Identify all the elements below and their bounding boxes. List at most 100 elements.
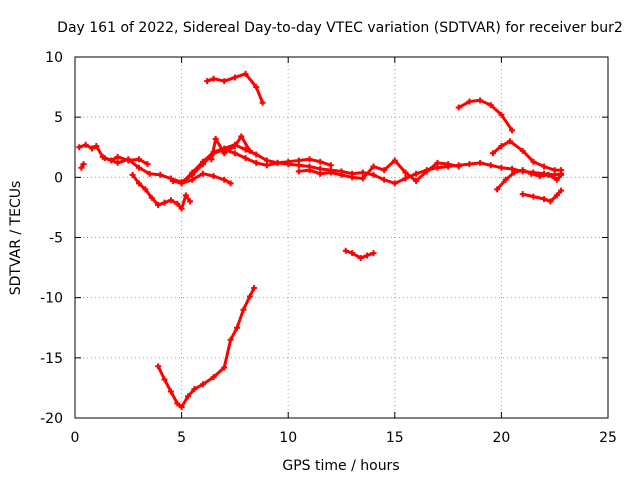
data-point	[509, 127, 516, 134]
data-point	[78, 164, 85, 171]
data-point	[178, 180, 185, 187]
data-point	[502, 176, 509, 183]
data-point	[506, 138, 513, 145]
axis-ticks: 0 5 10 15 20 25 -20 -15 -10 -5 0 5 10	[40, 50, 617, 446]
data-point	[187, 198, 194, 205]
data-point	[306, 156, 313, 163]
data-point	[558, 171, 565, 178]
data-point	[413, 170, 420, 177]
data-point	[221, 78, 228, 85]
data-point	[148, 194, 155, 201]
series-line	[171, 143, 333, 185]
data-point	[251, 285, 258, 292]
data-point	[242, 70, 249, 77]
y-tick-label: -20	[40, 411, 63, 427]
data-point	[199, 158, 206, 165]
y-tick-label: 10	[45, 50, 63, 66]
chart-title: Day 161 of 2022, Sidereal Day-to-day VTE…	[57, 20, 623, 36]
data-point	[178, 404, 185, 411]
data-point	[423, 168, 430, 175]
data-point	[174, 400, 181, 407]
y-tick-label: -10	[40, 291, 63, 307]
data-point	[413, 177, 420, 184]
data-point	[434, 159, 441, 166]
data-point	[191, 386, 198, 393]
y-tick-label: 0	[54, 170, 63, 186]
data-point	[212, 135, 219, 142]
data-point	[370, 171, 377, 178]
data-point	[76, 144, 83, 151]
data-point	[157, 171, 164, 178]
series-arc-3	[129, 171, 194, 212]
plot-area	[76, 70, 565, 411]
data-point	[253, 151, 260, 158]
data-point	[498, 111, 505, 118]
data-point	[519, 167, 526, 174]
y-tick-label: -15	[40, 351, 63, 367]
data-point	[274, 159, 281, 166]
data-point	[547, 198, 554, 205]
data-point	[519, 147, 526, 154]
data-point	[161, 376, 168, 383]
data-point	[142, 186, 149, 193]
data-point	[487, 162, 494, 169]
data-point	[466, 161, 473, 168]
data-point	[541, 195, 548, 202]
series-arc-8	[208, 133, 253, 163]
data-point	[545, 171, 552, 178]
data-point	[170, 177, 177, 184]
series-arc-2	[76, 141, 151, 168]
series-line	[156, 286, 256, 409]
data-point	[541, 163, 548, 170]
data-point	[146, 170, 153, 177]
data-point	[221, 176, 228, 183]
series-arc-10	[342, 247, 377, 261]
data-point	[466, 98, 473, 105]
series-arc-12	[489, 138, 565, 174]
data-point	[174, 200, 181, 207]
x-axis-label: GPS time / hours	[282, 458, 399, 474]
data-point	[511, 169, 518, 176]
data-point	[381, 176, 388, 183]
data-point	[391, 180, 398, 187]
data-point	[189, 169, 196, 176]
data-point	[342, 247, 349, 254]
data-point	[167, 197, 174, 204]
data-point	[551, 167, 558, 174]
series-line	[209, 134, 252, 161]
data-point	[208, 156, 215, 163]
data-point	[240, 306, 247, 313]
data-point	[114, 153, 121, 160]
x-tick-label: 0	[71, 430, 80, 446]
data-point	[295, 157, 302, 164]
data-point	[125, 156, 132, 163]
data-point	[210, 173, 217, 180]
data-point	[263, 157, 270, 164]
data-point	[327, 169, 334, 176]
data-point	[285, 158, 292, 165]
data-point	[167, 388, 174, 395]
data-point	[519, 191, 526, 198]
data-point	[135, 156, 142, 163]
x-tick-label: 20	[492, 430, 510, 446]
series-line	[297, 158, 461, 183]
data-point	[349, 174, 356, 181]
data-point	[144, 161, 151, 168]
x-tick-label: 10	[279, 430, 297, 446]
data-point	[295, 168, 302, 175]
data-point	[231, 143, 238, 150]
data-point	[357, 254, 364, 261]
data-point	[253, 84, 260, 91]
x-tick-label: 5	[177, 430, 186, 446]
data-point	[306, 167, 313, 174]
series-arc-14	[519, 187, 565, 205]
data-point	[349, 250, 356, 257]
data-point	[135, 164, 142, 171]
data-point	[489, 150, 496, 157]
y-tick-label: -5	[49, 231, 63, 247]
data-point	[391, 157, 398, 164]
data-point	[402, 175, 409, 182]
data-point	[221, 364, 228, 371]
x-tick-label: 15	[386, 430, 404, 446]
